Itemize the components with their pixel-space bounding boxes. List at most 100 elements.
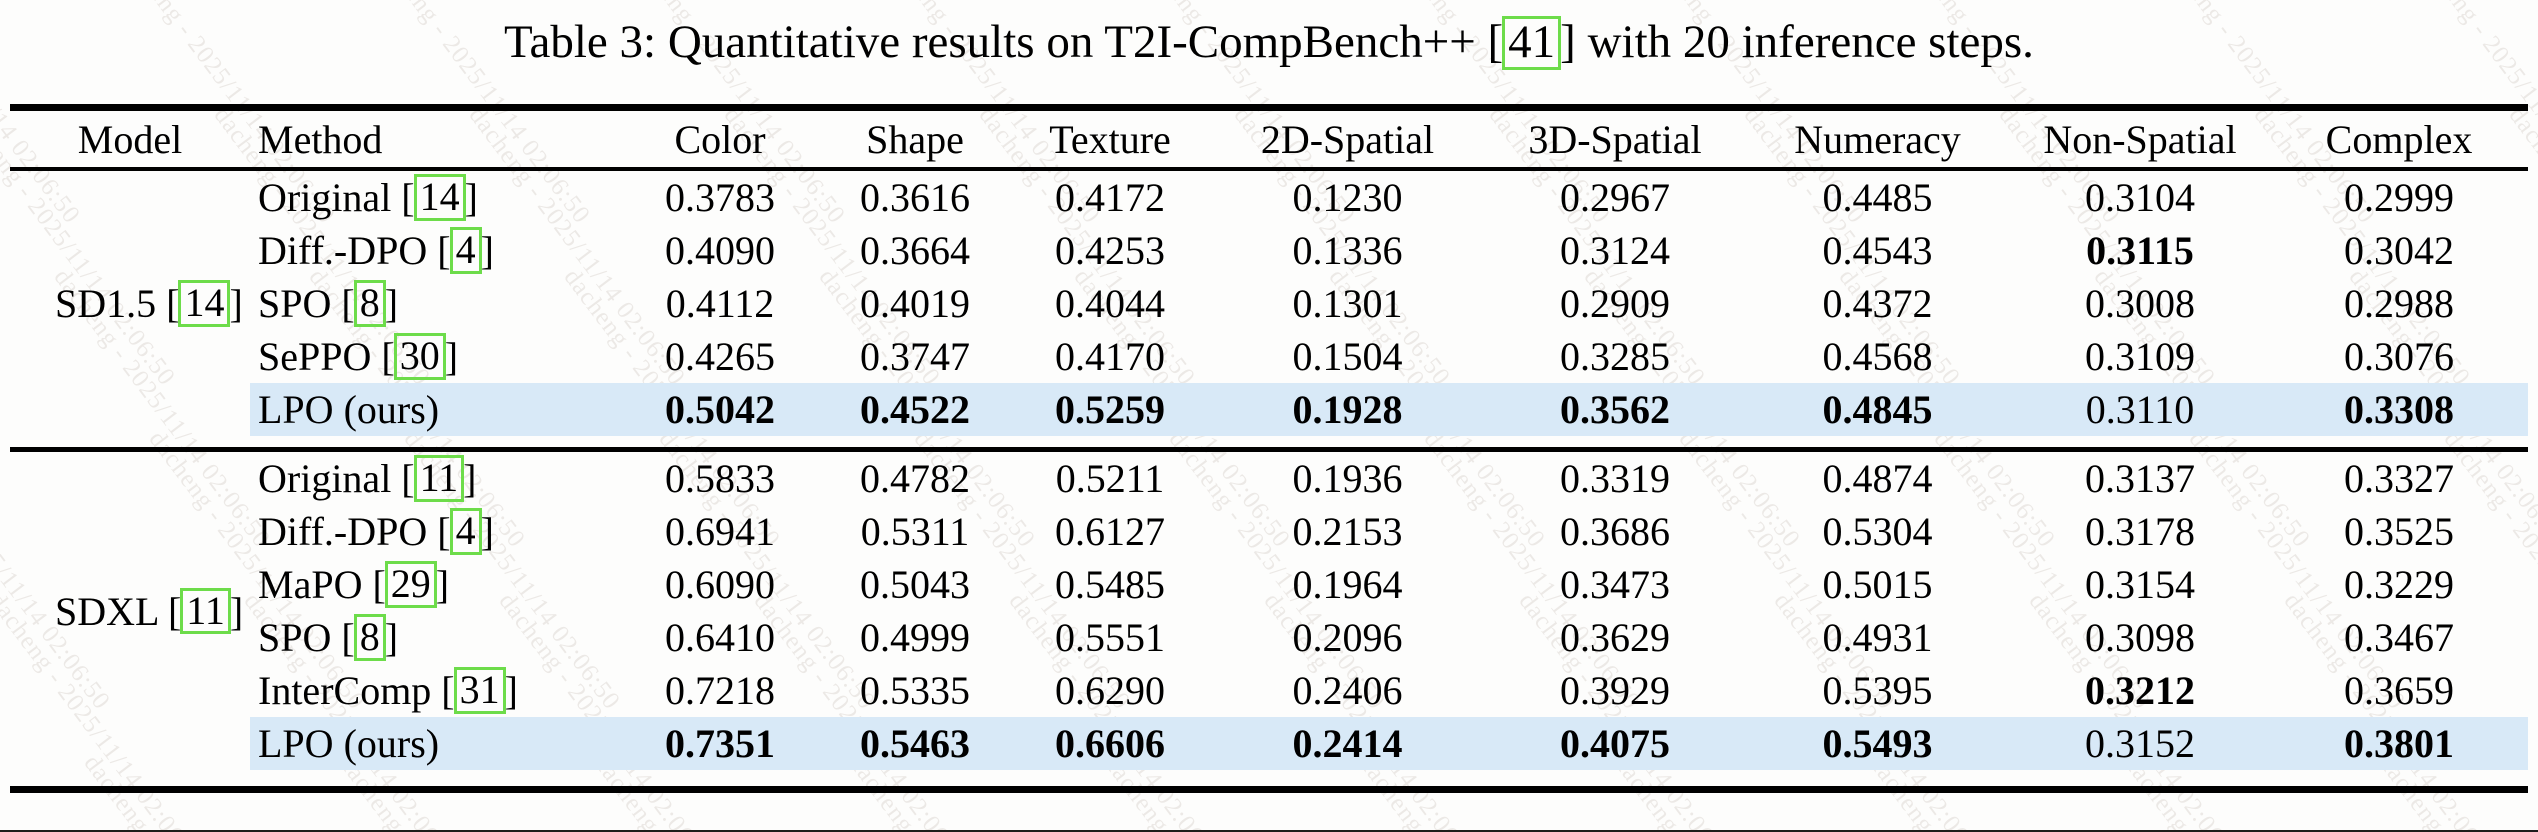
- value-cell: 0.5463: [820, 717, 1010, 770]
- value-cell: 0.3137: [2085, 456, 2195, 501]
- value-cell: 0.3076: [2344, 334, 2454, 379]
- method-cell: Diff.-DPO [4]: [258, 508, 494, 555]
- citation-link-41[interactable]: 41: [1502, 16, 1562, 70]
- value-cell: 0.2406: [1292, 668, 1403, 713]
- value-cell: 0.2988: [2344, 281, 2454, 326]
- value-cell: 0.3686: [1560, 509, 1670, 554]
- value-cell: 0.4044: [1055, 281, 1165, 326]
- value-cell: 0.4874: [1822, 456, 1933, 501]
- value-cell: 0.3629: [1560, 615, 1670, 660]
- col-header-shape: Shape: [866, 116, 964, 162]
- citation-link-4[interactable]: 4: [449, 227, 482, 274]
- value-cell: 0.5211: [1055, 456, 1165, 501]
- value-cell: 0.4568: [1822, 334, 1933, 379]
- method-cell: Original [14]: [258, 174, 478, 221]
- citation-link-14[interactable]: 14: [178, 280, 231, 327]
- citation-link-11[interactable]: 11: [180, 587, 231, 635]
- value-cell: 0.5485: [1055, 562, 1165, 607]
- table-caption: Table 3: Quantitative results on T2I-Com…: [0, 0, 2538, 104]
- value-cell: 0.2096: [1292, 615, 1403, 660]
- value-cell: 0.4172: [1055, 175, 1165, 220]
- value-cell: 0.1301: [1292, 281, 1403, 326]
- value-cell: 0.1964: [1292, 562, 1403, 607]
- citation-link-11[interactable]: 11: [413, 455, 465, 502]
- col-header-complex: Complex: [2325, 116, 2473, 162]
- value-cell: 0.3473: [1560, 562, 1670, 607]
- value-cell: 0.2414: [1210, 717, 1485, 770]
- bracket-open: [: [1487, 16, 1504, 68]
- value-cell: 0.3801: [2270, 717, 2528, 770]
- citation-link-8[interactable]: 8: [353, 614, 386, 661]
- value-cell: 0.2999: [2344, 175, 2454, 220]
- col-header-numeracy: Numeracy: [1794, 116, 1961, 162]
- value-cell: 0.4253: [1055, 228, 1165, 273]
- value-cell: 0.4522: [820, 383, 1010, 436]
- value-cell: 0.3098: [2085, 615, 2195, 660]
- method-cell: SePPO [30]: [258, 333, 459, 380]
- value-cell: 0.2909: [1560, 281, 1670, 326]
- value-cell: 0.3178: [2085, 509, 2195, 554]
- value-cell: 0.6127: [1055, 509, 1165, 554]
- value-cell: 0.4485: [1822, 175, 1933, 220]
- value-cell: 0.4782: [860, 456, 970, 501]
- citation-link-8[interactable]: 8: [353, 280, 386, 327]
- value-cell: 0.5043: [860, 562, 970, 607]
- method-cell: InterComp [31]: [258, 667, 518, 714]
- table-group-sd15: SD1.5 [14] Original [14] 0.3783 0.3616 0.417…: [10, 171, 2528, 436]
- citation-link-4[interactable]: 4: [449, 508, 482, 555]
- rule-top: [10, 104, 2528, 111]
- value-cell: 0.3525: [2344, 509, 2454, 554]
- method-cell: LPO (ours): [250, 383, 620, 436]
- method-cell: MaPO [29]: [258, 561, 450, 608]
- value-cell: 0.3659: [2344, 668, 2454, 713]
- col-header-non-spatial: Non-Spatial: [2043, 116, 2237, 162]
- value-cell: 0.3109: [2085, 334, 2195, 379]
- value-cell: 0.4112: [665, 281, 775, 326]
- value-cell: 0.1504: [1292, 334, 1403, 379]
- value-cell: 0.3747: [860, 334, 970, 379]
- value-cell: 0.3783: [665, 175, 775, 220]
- value-cell: 0.4170: [1055, 334, 1165, 379]
- page-bottom-rule: [0, 830, 2538, 832]
- citation-link-14[interactable]: 14: [413, 174, 466, 221]
- value-cell: 0.1928: [1210, 383, 1485, 436]
- value-cell: 0.4931: [1822, 615, 1933, 660]
- value-cell: 0.3562: [1485, 383, 1745, 436]
- value-cell: 0.3664: [860, 228, 970, 273]
- value-cell: 0.6606: [1010, 717, 1210, 770]
- method-cell: SPO [8]: [258, 280, 399, 327]
- value-cell: 0.5304: [1822, 509, 1933, 554]
- value-cell: 0.1336: [1292, 228, 1403, 273]
- model-cell-sdxl: SDXL [11]: [55, 587, 244, 635]
- value-cell: 0.3616: [860, 175, 970, 220]
- rule-bottom: [10, 786, 2528, 793]
- value-cell: 0.3285: [1560, 334, 1670, 379]
- citation-link-31[interactable]: 31: [453, 667, 506, 714]
- caption-text-suffix: with 20 inference steps.: [1587, 16, 2034, 68]
- value-cell: 0.6290: [1055, 668, 1165, 713]
- value-cell: 0.7218: [665, 668, 775, 713]
- value-cell: 0.5259: [1010, 383, 1210, 436]
- citation-link-29[interactable]: 29: [384, 561, 437, 608]
- model-cell-sd15: SD1.5 [14]: [55, 280, 243, 327]
- results-table: Model Method Color Shape Texture 2D-Spatial 3D…: [10, 104, 2528, 793]
- col-header-method: Method: [258, 116, 383, 162]
- value-cell: 0.2967: [1560, 175, 1670, 220]
- value-cell: 0.4999: [860, 615, 970, 660]
- bracket-close: ]: [1560, 16, 1576, 68]
- value-cell: 0.5335: [860, 668, 970, 713]
- table-group-sdxl: SDXL [11] Original [11] 0.5833 0.4782 0.5211…: [10, 452, 2528, 770]
- value-cell: 0.4543: [1822, 228, 1933, 273]
- value-cell: 0.3467: [2344, 615, 2454, 660]
- value-cell: 0.3212: [2085, 668, 2195, 713]
- value-cell: 0.4090: [665, 228, 775, 273]
- value-cell: 0.2153: [1292, 509, 1403, 554]
- value-cell: 0.5395: [1822, 668, 1933, 713]
- value-cell: 0.3115: [2086, 228, 2194, 273]
- citation-link-30[interactable]: 30: [393, 333, 446, 380]
- value-cell: 0.4372: [1822, 281, 1933, 326]
- value-cell: 0.5042: [620, 383, 820, 436]
- value-cell: 0.5551: [1055, 615, 1165, 660]
- value-cell: 0.3229: [2344, 562, 2454, 607]
